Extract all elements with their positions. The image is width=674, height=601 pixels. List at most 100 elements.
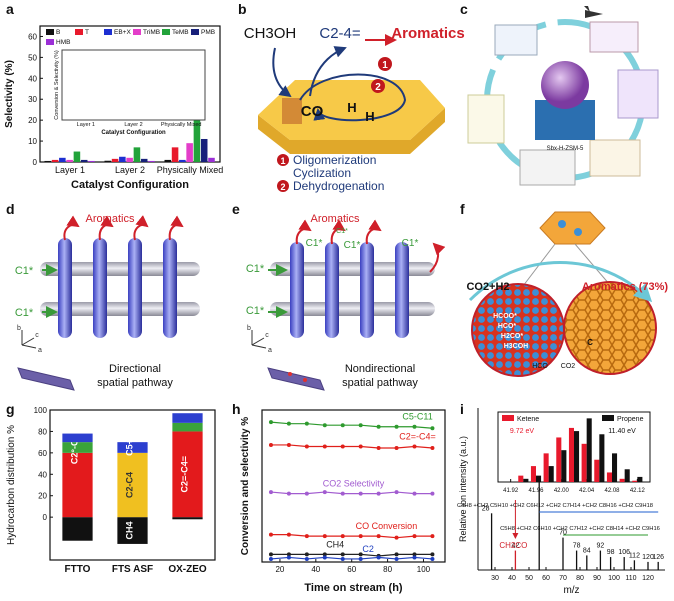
inset-bar xyxy=(619,478,625,482)
x-tick-label: Physically Mixed xyxy=(157,165,224,175)
peak-label: 120 xyxy=(642,554,654,561)
bar xyxy=(126,157,133,162)
badge-label: 1 xyxy=(280,156,285,166)
caption: spatial pathway xyxy=(97,377,173,389)
marker xyxy=(268,420,273,425)
marker xyxy=(304,421,309,426)
marker xyxy=(376,534,381,539)
center-label: Sbx-H-ZSM-5 xyxy=(547,146,584,152)
bar xyxy=(80,159,88,162)
feed: C1* xyxy=(306,238,323,249)
marker xyxy=(286,555,291,560)
site xyxy=(558,220,566,228)
inset-y-label: Conversion & Selectivity (%) xyxy=(54,50,60,120)
marker xyxy=(430,426,435,431)
bar-segment xyxy=(62,442,93,453)
marker xyxy=(430,446,435,450)
bar-segment xyxy=(172,413,203,423)
marker xyxy=(394,535,399,540)
inset-bar xyxy=(536,475,542,482)
marker xyxy=(304,552,309,557)
axis-label: c xyxy=(265,332,269,339)
x-tick-label: 20 xyxy=(275,565,284,574)
arrow xyxy=(133,215,149,241)
oxide-cube xyxy=(282,98,302,124)
catalyst-side xyxy=(258,108,445,154)
x-tick-label: 100 xyxy=(417,565,431,574)
x-tick-label: Layer 2 xyxy=(115,165,145,175)
panel-label: g xyxy=(6,401,15,417)
series-line xyxy=(270,534,433,539)
y-tick-label: 40 xyxy=(28,74,37,83)
marker xyxy=(394,424,399,429)
zoom-line xyxy=(519,243,611,291)
arrow xyxy=(63,215,80,241)
marker xyxy=(430,556,435,561)
species: HCO xyxy=(532,363,548,370)
annotation: 11.40 eV xyxy=(608,428,636,435)
x-tick-label: 41.92 xyxy=(503,488,519,494)
y-tick-label: 0 xyxy=(33,158,38,167)
marker xyxy=(268,552,273,557)
marker xyxy=(430,552,435,557)
x-tick-label: 70 xyxy=(559,575,567,582)
product: Aromatics (73%) xyxy=(582,281,669,293)
inset-bar xyxy=(586,418,592,482)
inset-bar xyxy=(581,443,587,482)
axis-label: b xyxy=(17,325,21,332)
panel-d: Aromatics C1* C1* b c a Directional spat… xyxy=(15,213,200,391)
legend-label: EB+X xyxy=(114,29,131,36)
x-tick-label: 42.12 xyxy=(630,488,646,494)
legend-swatch xyxy=(104,29,112,35)
legend-label: TeMB xyxy=(172,29,189,36)
legend-swatch xyxy=(133,29,141,35)
bar xyxy=(73,151,81,162)
series-line xyxy=(270,491,433,495)
inset-bar xyxy=(548,466,554,482)
annotation: 9.72 eV xyxy=(510,428,534,435)
product: Aromatics xyxy=(391,25,464,42)
panel-f: CO2+H2 Aromatics (73%) HCOO* HCO* H2CO* … xyxy=(466,211,669,377)
intermediate: HCOO* xyxy=(493,313,517,320)
x-tick-label: 42.08 xyxy=(604,488,620,494)
series-label: C2 xyxy=(362,544,374,554)
channel-v xyxy=(93,238,107,338)
inset-bar xyxy=(530,466,536,482)
intermediate: HCO* xyxy=(498,323,517,330)
particle xyxy=(539,211,606,245)
series-line xyxy=(270,553,433,557)
image-box xyxy=(617,69,659,119)
x-axis-label: m/z xyxy=(563,585,579,596)
channel-h xyxy=(40,302,200,316)
panel-label: i xyxy=(460,401,464,417)
marker xyxy=(322,423,327,428)
marker xyxy=(358,444,363,449)
segment-label: CH4 xyxy=(125,522,135,540)
step: Cyclization xyxy=(293,166,351,180)
marker xyxy=(304,444,309,449)
series-label: CO Conversion xyxy=(356,521,418,531)
image-box xyxy=(589,139,641,177)
zeolite-zoom xyxy=(563,281,657,375)
bar-segment xyxy=(172,517,203,520)
marker xyxy=(394,490,399,495)
marker xyxy=(340,491,345,496)
intermediate: H2CO* xyxy=(501,333,523,340)
crystal xyxy=(17,367,75,391)
channel-v xyxy=(360,242,374,338)
feed: C1* xyxy=(246,305,265,317)
species: C xyxy=(587,338,593,347)
badge-label: 2 xyxy=(280,182,285,192)
product: Aromatics xyxy=(311,213,360,225)
bar xyxy=(208,157,215,162)
peak-label: 28 xyxy=(482,505,490,512)
series-label: CO2 Selectivity xyxy=(323,479,385,489)
badge xyxy=(277,154,289,166)
y-axis-label: Hydrocarbon distribution % xyxy=(6,425,17,545)
site xyxy=(288,372,292,376)
marker xyxy=(340,552,345,557)
olefin: C2-4= xyxy=(319,25,361,42)
site xyxy=(574,228,582,236)
marker xyxy=(358,491,363,496)
feed: C1* xyxy=(15,265,34,277)
